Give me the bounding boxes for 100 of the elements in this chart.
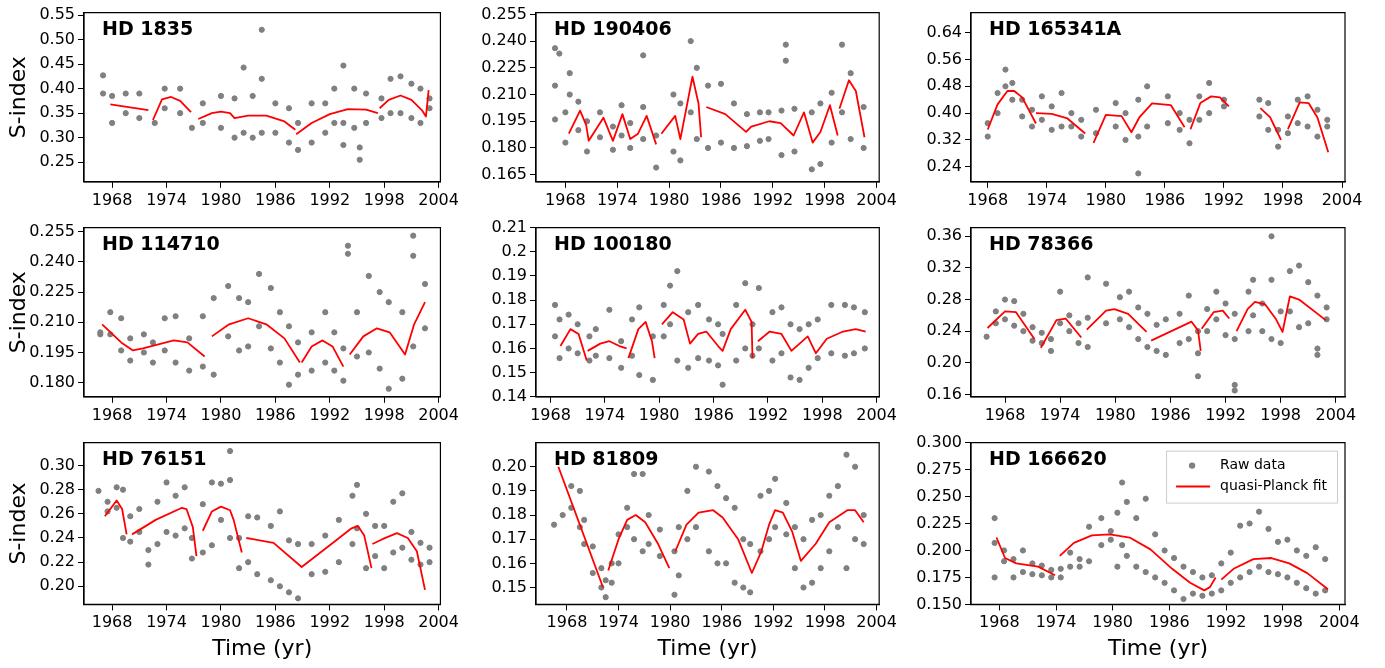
y-tick-label: 0.18 — [491, 289, 527, 309]
chart-title: HD 165341A — [989, 17, 1122, 40]
x-tick-label: 1968 — [967, 189, 1009, 209]
y-tick-label: 0.180 — [29, 371, 75, 391]
y-tick-label: 0.225 — [481, 56, 527, 76]
chart-title: HD 81809 — [554, 447, 659, 470]
y-tick-label: 0.16 — [926, 383, 962, 403]
x-tick-label: 1992 — [1203, 189, 1245, 209]
chart-title: HD 100180 — [554, 232, 672, 255]
x-tick-label: 2004 — [1318, 612, 1360, 632]
y-tick-label: 0.32 — [926, 129, 962, 149]
x-tick-label: 1974 — [1039, 404, 1081, 424]
y-tick-label: 0.30 — [39, 126, 75, 146]
x-tick-label: 1992 — [747, 404, 789, 424]
x-tick-label: 1980 — [1092, 612, 1134, 632]
x-axis-title: Time (yr) — [656, 634, 758, 660]
x-axis-title: Time (yr) — [211, 634, 313, 660]
y-tick-label: 0.2 — [501, 240, 527, 260]
x-tick-label: 1998 — [804, 612, 846, 632]
x-tick-label: 1998 — [1262, 189, 1304, 209]
y-tick-label: 0.250 — [916, 485, 962, 505]
legend-label: quasi-Planck fit — [1220, 477, 1328, 494]
y-tick-label: 0.22 — [39, 551, 75, 571]
y-tick-label: 0.210 — [29, 311, 75, 331]
x-tick-label: 1992 — [752, 189, 794, 209]
y-tick-label: 0.48 — [926, 75, 962, 95]
y-tick-label: 0.19 — [491, 480, 527, 500]
y-tick-label: 0.32 — [926, 257, 962, 277]
x-tick-label: 1986 — [1144, 189, 1186, 209]
x-tick-label: 1968 — [530, 404, 571, 424]
x-tick-label: 1974 — [598, 612, 639, 632]
y-tick-label: 0.18 — [491, 504, 527, 524]
y-tick-label: 0.25 — [39, 151, 75, 171]
y-tick-label: 0.36 — [926, 225, 962, 245]
y-tick-label: 0.28 — [926, 288, 962, 308]
y-tick-label: 0.240 — [481, 30, 527, 50]
y-tick-label: 0.16 — [491, 552, 527, 572]
x-tick-label: 1980 — [648, 189, 690, 209]
x-tick-label: 2004 — [856, 404, 897, 424]
y-tick-label: 0.40 — [39, 77, 75, 97]
y-tick-label: 0.64 — [926, 21, 962, 41]
y-tick-label: 0.15 — [491, 576, 527, 596]
y-tick-label: 0.40 — [926, 102, 962, 122]
y-tick-label: 0.56 — [926, 48, 962, 68]
x-axis-title: Time (yr) — [1106, 634, 1209, 660]
x-tick-label: 1998 — [363, 404, 405, 424]
x-tick-label: 1968 — [91, 189, 133, 209]
x-tick-label: 2004 — [418, 404, 459, 424]
y-tick-label: 0.195 — [481, 110, 527, 130]
y-tick-label: 0.200 — [916, 539, 962, 559]
x-tick-label: 1980 — [1094, 404, 1136, 424]
y-axis-title: S-index — [4, 271, 30, 354]
x-tick-label: 1974 — [146, 404, 187, 424]
y-tick-label: 0.14 — [491, 385, 527, 405]
y-tick-label: 0.19 — [491, 265, 527, 285]
x-tick-label: 2004 — [856, 612, 897, 632]
x-tick-label: 1980 — [200, 404, 242, 424]
x-tick-label: 1968 — [978, 612, 1020, 632]
chart-title: HD 76151 — [102, 447, 207, 470]
y-tick-label: 0.50 — [39, 28, 75, 48]
x-tick-label: 1992 — [753, 612, 794, 632]
y-tick-label: 0.240 — [29, 251, 75, 270]
y-tick-label: 0.300 — [916, 431, 962, 451]
y-tick-label: 0.21 — [491, 216, 527, 236]
chart-title: HD 1835 — [102, 17, 194, 40]
x-tick-label: 1980 — [200, 612, 242, 632]
y-tick-label: 0.275 — [916, 458, 962, 478]
x-tick-label: 1986 — [700, 189, 742, 209]
y-tick-label: 0.55 — [39, 4, 75, 24]
y-tick-label: 0.255 — [29, 220, 75, 240]
x-tick-label: 1986 — [255, 404, 296, 424]
y-tick-label: 0.24 — [926, 320, 962, 340]
x-tick-label: 1998 — [1260, 404, 1302, 424]
y-tick-label: 0.210 — [481, 83, 527, 103]
x-tick-label: 1974 — [584, 404, 626, 424]
y-tick-label: 0.30 — [39, 454, 75, 474]
y-tick-label: 0.26 — [39, 503, 75, 522]
x-tick-label: 1968 — [91, 404, 133, 424]
x-tick-label: 2004 — [418, 189, 459, 209]
y-tick-label: 0.225 — [29, 281, 75, 301]
x-tick-label: 1998 — [801, 404, 843, 424]
x-tick-label: 1968 — [984, 404, 1026, 424]
x-tick-label: 1998 — [363, 612, 405, 632]
chart-title: HD 78366 — [989, 232, 1094, 255]
y-tick-label: 0.35 — [39, 102, 75, 122]
x-tick-label: 1980 — [200, 189, 242, 209]
chart-title: HD 114710 — [102, 232, 220, 255]
x-tick-label: 1986 — [701, 612, 743, 632]
x-tick-label: 2004 — [1315, 404, 1357, 424]
y-axis-title: S-index — [4, 56, 30, 139]
x-tick-label: 1986 — [1150, 404, 1191, 424]
chart-title: HD 190406 — [554, 17, 672, 40]
x-tick-label: 1968 — [546, 612, 588, 632]
y-tick-label: 0.225 — [916, 512, 962, 532]
x-tick-label: 1998 — [1262, 612, 1304, 632]
x-tick-label: 1986 — [255, 612, 296, 632]
x-tick-label: 1992 — [309, 404, 351, 424]
x-tick-label: 2004 — [418, 612, 459, 632]
y-tick-label: 0.20 — [491, 455, 527, 475]
chart-title: HD 166620 — [989, 447, 1107, 470]
